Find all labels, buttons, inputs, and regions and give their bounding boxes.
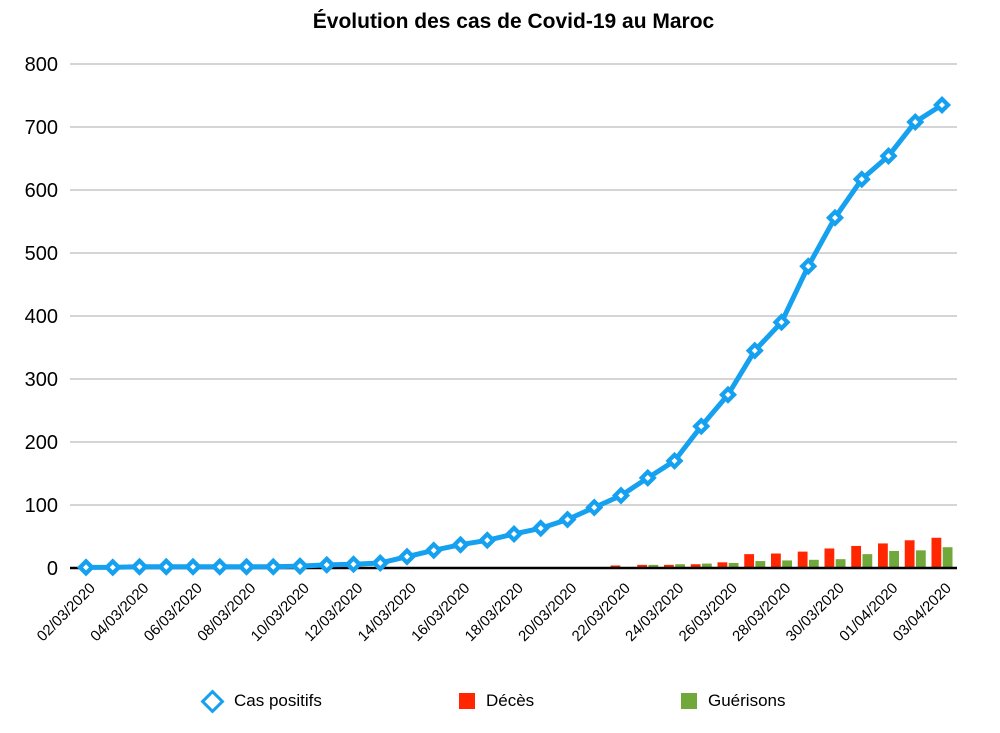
guerisons-bar [889, 550, 899, 568]
guerisons-bars [648, 547, 953, 568]
y-tick-label: 400 [25, 306, 58, 328]
green-square-marker-icon [681, 693, 697, 709]
guerisons-bar [648, 564, 659, 568]
diamond-marker-center [858, 176, 865, 183]
diamond-marker-center [698, 423, 705, 430]
guerisons-bar [835, 559, 846, 568]
legend-item-deces: Décès [459, 686, 534, 716]
diamond-marker-center [751, 347, 758, 354]
diamond-marker-center [671, 457, 678, 464]
guerisons-bar [942, 547, 953, 568]
legend-label-deces: Décès [486, 691, 535, 710]
diamond-marker-center [377, 559, 384, 566]
guerisons-bar [862, 554, 873, 568]
diamond-marker-center [537, 525, 544, 532]
diamond-marker-center [190, 563, 196, 570]
chart-title: Évolution des cas de Covid-19 au Maroc [312, 10, 715, 33]
diamond-marker-center [912, 118, 919, 125]
diamond-marker-center [323, 561, 330, 568]
diamond-marker-center [243, 563, 250, 570]
red-square-marker-icon [459, 693, 475, 709]
cas-positifs-markers [77, 95, 951, 577]
diamond-marker-center [457, 541, 464, 548]
diamond-marker-center [591, 504, 598, 511]
gridlines [70, 63, 957, 506]
legend-item-guerisons: Guérisons [681, 686, 785, 716]
guerisons-bar [808, 559, 819, 568]
deces-bar [878, 543, 888, 568]
deces-bar [744, 554, 755, 568]
diamond-marker-center [564, 516, 571, 523]
diamond-marker-center [511, 530, 517, 537]
x-axis-labels: 02/03/202004/03/202006/03/202008/03/2020… [34, 580, 955, 645]
diamond-marker-center [778, 319, 785, 326]
diamond-marker-center [430, 547, 437, 554]
deces-bar [664, 564, 674, 568]
diamond-marker-center [618, 492, 624, 499]
diamond-marker-center [404, 553, 410, 560]
diamond-marker-icon [200, 688, 225, 714]
deces-bar [904, 540, 915, 568]
deces-bar [824, 548, 835, 568]
deces-bar [717, 562, 728, 568]
y-tick-label: 600 [25, 180, 58, 202]
deces-bars [610, 537, 942, 568]
diamond-marker-center [109, 564, 116, 571]
legend-item-cas-positifs: Cas positifs [200, 686, 322, 716]
legend-label-guerisons: Guérisons [708, 691, 786, 710]
guerisons-bar [675, 564, 685, 568]
y-tick-label: 800 [25, 54, 58, 76]
diamond-marker-center [83, 564, 89, 571]
diamond-marker-center [939, 101, 945, 108]
diamond-marker-center [270, 563, 277, 570]
diamond-marker-center [832, 214, 838, 221]
diamond-marker-center [136, 563, 143, 570]
guerisons-bar [782, 560, 792, 568]
deces-bar [797, 551, 808, 568]
guerisons-bar [755, 561, 766, 568]
deces-bar [690, 564, 701, 568]
guerisons-bar [701, 563, 712, 568]
x-tick-label: 03/04/2020 [890, 580, 955, 645]
diamond-marker-center [805, 263, 812, 270]
diamond-marker-center [484, 537, 491, 544]
diamond-marker-center [297, 563, 303, 570]
diamond-marker-center [350, 561, 357, 568]
legend-label-cas-positifs: Cas positifs [234, 691, 322, 710]
y-axis-labels: 0 100 200 300 400 500 600 700 800 [25, 54, 58, 580]
diamond-marker-center [725, 391, 731, 398]
deces-bar [851, 545, 862, 568]
deces-bar [931, 537, 942, 568]
y-tick-label: 500 [25, 243, 58, 265]
deces-bar [637, 564, 648, 568]
cas-positifs-line [83, 102, 945, 570]
y-tick-label: 200 [25, 432, 58, 454]
deces-bar [771, 553, 781, 568]
diamond-marker-center [644, 474, 651, 481]
y-tick-label: 0 [47, 558, 58, 580]
y-tick-label: 300 [25, 369, 58, 391]
diamond-marker-center [885, 152, 892, 159]
guerisons-bar [728, 562, 739, 568]
guerisons-bar [915, 550, 926, 568]
diamond-marker-center [216, 563, 223, 570]
legend: Cas positifs Décès Guérisons [0, 686, 1000, 720]
y-tick-label: 100 [25, 495, 58, 517]
diamond-marker-center [163, 563, 170, 570]
y-tick-label: 700 [25, 117, 58, 139]
